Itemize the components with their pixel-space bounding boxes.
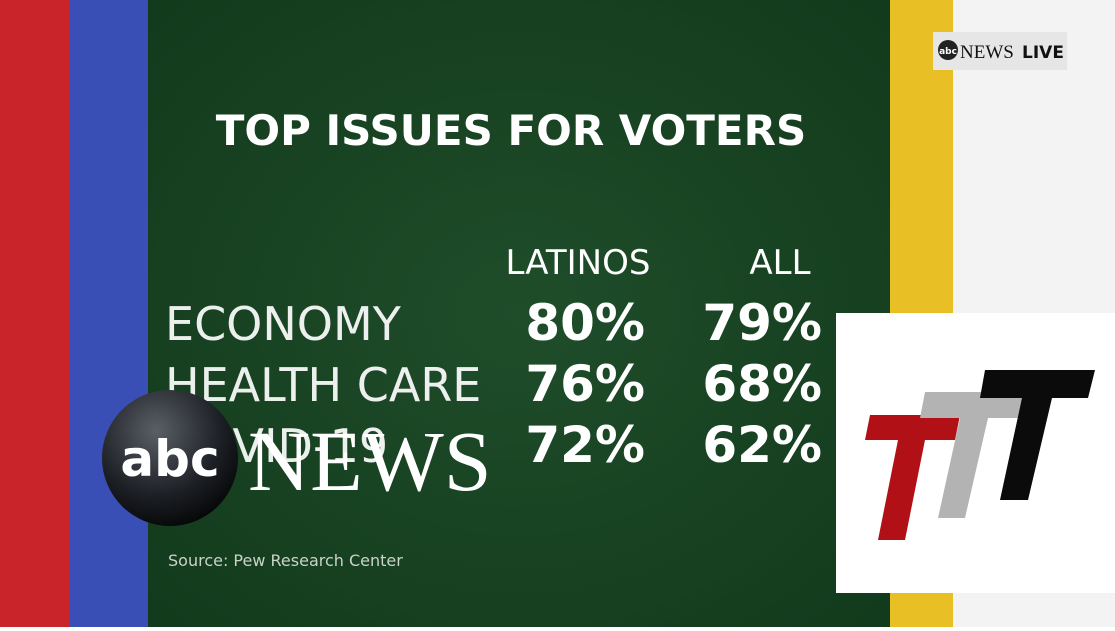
cell-value: 62% [702,416,822,474]
row-label: ECONOMY [165,297,402,351]
cell-value: 72% [525,416,645,474]
cell-value: 68% [702,355,822,413]
logo-label: NEWS [960,42,1014,63]
broadcast-logo: abc NEWS LIVE [933,32,1067,70]
logo-network: abc [939,47,957,57]
overlay-ball [102,390,238,526]
red-stripe [0,0,70,627]
row-label: HEALTH CARE [165,358,481,412]
cell-value: 79% [702,294,822,352]
overlay-network: abc [120,430,219,488]
column-header: LATINOS [506,243,651,283]
t-black [980,370,1095,500]
overlay-label: NEWS [248,413,492,509]
logo-ball [938,40,958,60]
column-header: ALL [749,243,810,283]
t-red [865,415,960,540]
blue-stripe [70,0,148,627]
logo-live: LIVE [1022,43,1064,63]
ttt-logo [836,313,1115,593]
cell-value: 80% [525,294,645,352]
t-gray [920,392,1025,518]
title: TOP ISSUES FOR VOTERS [216,106,806,155]
overlay-logo: abc NEWS [102,390,492,526]
source: Source: Pew Research Center [168,551,403,570]
cell-value: 76% [525,355,645,413]
green-panel [148,0,890,627]
